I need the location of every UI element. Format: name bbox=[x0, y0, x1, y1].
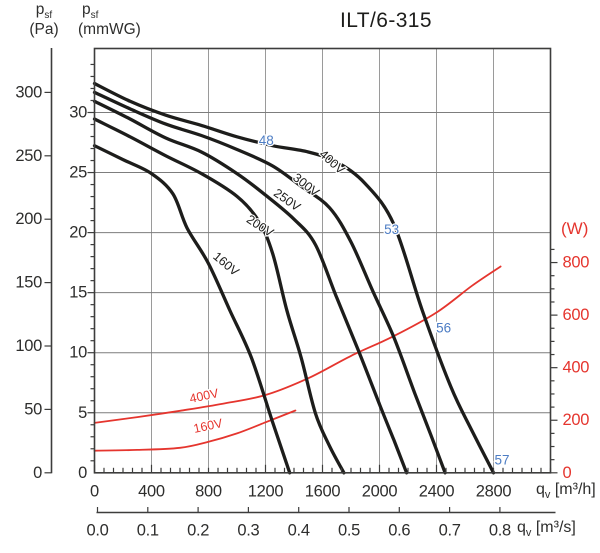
pressure-curve-300V bbox=[92, 90, 447, 475]
noise-level-labels: 48 53 56 57 bbox=[257, 132, 510, 469]
m3h-tick-label-2800: 2800 bbox=[476, 483, 512, 501]
mmwg-axis-symbol: psf bbox=[82, 1, 99, 22]
y-axis-ticks-mmwg bbox=[87, 63, 95, 462]
mmwg-tick-label-30: 30 bbox=[69, 104, 87, 122]
power-curve-label-400V: 400V bbox=[188, 386, 220, 406]
mmwg-tick-label-0: 0 bbox=[78, 464, 87, 482]
power-curve-label-160V: 160V bbox=[192, 416, 224, 436]
tick-labels: 0501001502002503000510152025300200400600… bbox=[15, 83, 589, 539]
noise-label-48: 48 bbox=[259, 133, 274, 148]
watt-tick-label-600: 600 bbox=[563, 306, 590, 324]
m3s-tick-label-0.7: 0.7 bbox=[439, 522, 461, 540]
x-axis-ticks-m3h bbox=[93, 464, 552, 473]
x-axis-m3s bbox=[96, 507, 556, 514]
watt-tick-label-200: 200 bbox=[563, 411, 590, 429]
m3s-tick-label-0.1: 0.1 bbox=[137, 522, 159, 540]
mmwg-tick-label-20: 20 bbox=[69, 224, 87, 242]
power-curves bbox=[93, 265, 502, 452]
watt-tick-label-0: 0 bbox=[563, 464, 572, 482]
pa-tick-label-250: 250 bbox=[15, 147, 42, 165]
m3s-tick-label-0.3: 0.3 bbox=[237, 522, 259, 540]
pa-tick-label-50: 50 bbox=[24, 400, 42, 418]
m3h-tick-label-2000: 2000 bbox=[362, 483, 398, 501]
m3h-tick-label-1200: 1200 bbox=[248, 483, 284, 501]
pa-tick-label-150: 150 bbox=[15, 274, 42, 292]
m3h-tick-label-0: 0 bbox=[90, 483, 99, 501]
mmwg-tick-label-10: 10 bbox=[69, 344, 87, 362]
watt-tick-label-800: 800 bbox=[563, 254, 590, 272]
power-curve-160V bbox=[93, 409, 297, 452]
watt-tick-label-400: 400 bbox=[563, 359, 590, 377]
pressure-curve-160V bbox=[92, 144, 292, 475]
m3h-tick-label-1600: 1600 bbox=[305, 483, 341, 501]
pressure-curve-200V bbox=[92, 117, 346, 475]
pressure-curve-label-200V: 200V bbox=[244, 212, 277, 240]
m3h-tick-label-400: 400 bbox=[138, 483, 165, 501]
flow-axis-unit-m3s: qv [m³/s] bbox=[517, 519, 576, 540]
pa-tick-label-300: 300 bbox=[15, 83, 42, 101]
noise-label-56: 56 bbox=[436, 321, 451, 336]
pressure-curve-250V bbox=[92, 99, 409, 475]
mmwg-axis-header: psf (mmWG) bbox=[78, 1, 141, 38]
chart-title: ILT/6-315 bbox=[340, 9, 432, 32]
watt-axis-header: (W) bbox=[561, 219, 589, 238]
m3s-tick-label-0.0: 0.0 bbox=[86, 522, 108, 540]
mmwg-tick-label-5: 5 bbox=[78, 404, 87, 422]
pa-tick-label-0: 0 bbox=[33, 464, 42, 482]
pa-tick-label-200: 200 bbox=[15, 210, 42, 228]
mmwg-tick-label-15: 15 bbox=[69, 284, 87, 302]
pressure-curves bbox=[92, 81, 496, 475]
mmwg-axis-unit: (mmWG) bbox=[78, 20, 141, 38]
pressure-curve-400V bbox=[92, 81, 496, 475]
noise-label-53: 53 bbox=[384, 222, 399, 237]
power-curve-400V bbox=[93, 265, 502, 424]
pa-axis-symbol: psf bbox=[35, 1, 53, 22]
pa-axis-unit: (Pa) bbox=[29, 20, 59, 38]
y-axis-ticks-watt bbox=[550, 248, 558, 474]
m3s-tick-label-0.8: 0.8 bbox=[489, 522, 511, 540]
m3s-tick-label-0.2: 0.2 bbox=[187, 522, 209, 540]
pa-axis bbox=[44, 48, 53, 474]
m3h-tick-label-800: 800 bbox=[195, 483, 222, 501]
pa-tick-label-100: 100 bbox=[15, 337, 42, 355]
m3s-tick-label-0.6: 0.6 bbox=[388, 522, 410, 540]
mmwg-tick-label-25: 25 bbox=[69, 164, 87, 182]
m3h-tick-label-2400: 2400 bbox=[419, 483, 455, 501]
pa-axis-header: psf (Pa) bbox=[29, 1, 59, 38]
noise-label-57: 57 bbox=[495, 453, 510, 468]
flow-axis-unit-m3h: qv [m³/h] bbox=[536, 481, 596, 502]
m3s-tick-label-0.4: 0.4 bbox=[288, 522, 310, 540]
m3s-tick-label-0.5: 0.5 bbox=[338, 522, 360, 540]
pressure-curve-label-250V: 250V bbox=[271, 186, 303, 215]
